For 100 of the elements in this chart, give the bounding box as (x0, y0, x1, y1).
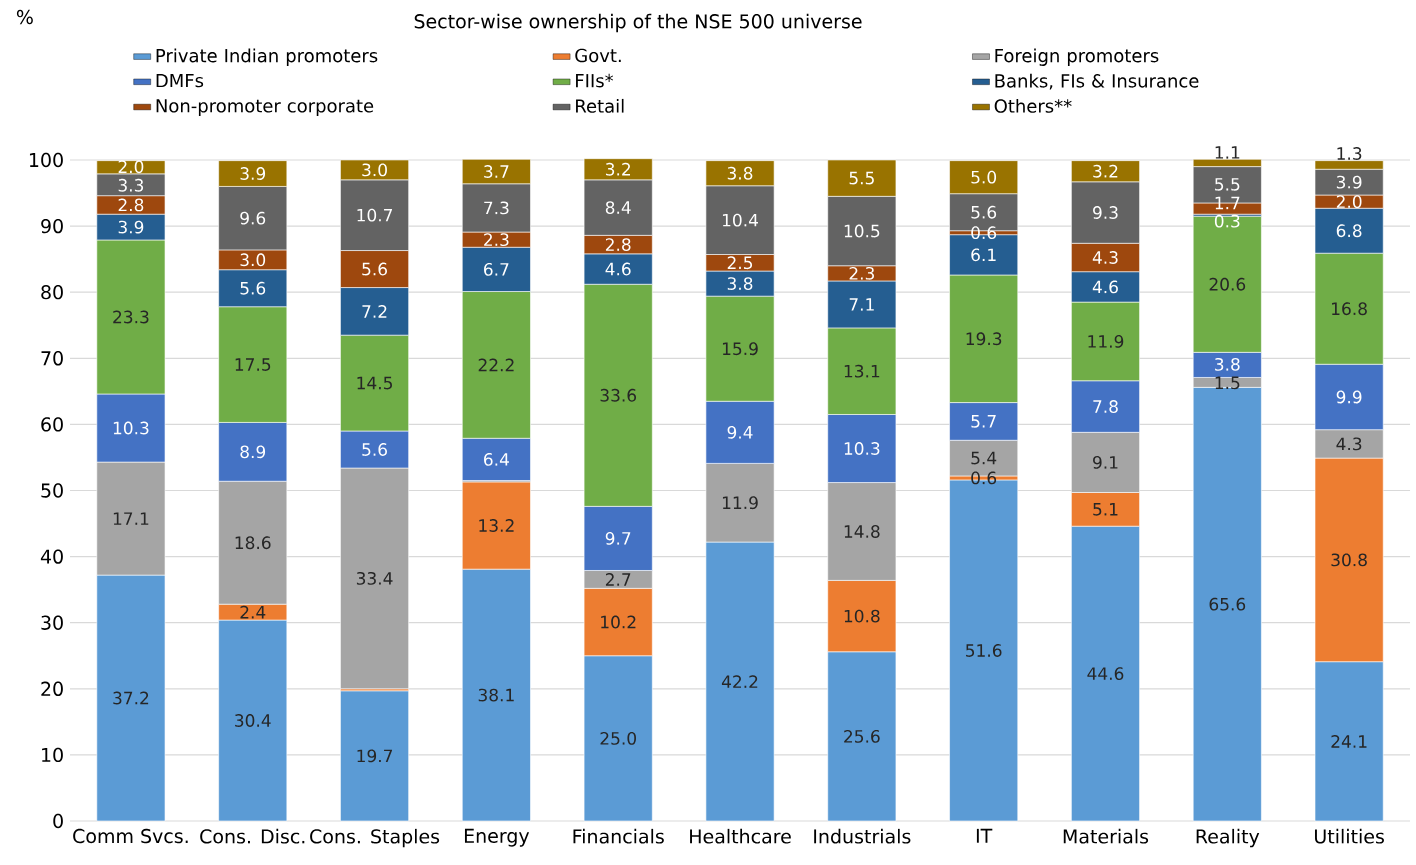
data-label: 1.7 (1215, 196, 1240, 210)
data-label: 3.8 (727, 166, 753, 180)
x-tick-label: Energy (464, 828, 530, 847)
data-label: 19.3 (966, 332, 1002, 346)
data-label: 17.1 (113, 512, 149, 525)
data-label: 9.3 (1093, 206, 1118, 219)
legend-label: DMFs (156, 73, 204, 88)
data-label: 3.8 (1215, 357, 1240, 371)
x-tick-label: Reality (1196, 828, 1260, 848)
legend-label: Govt. (575, 48, 621, 63)
data-label: 10.8 (844, 609, 880, 623)
data-label: 3.7 (484, 165, 509, 178)
data-label: 6.4 (484, 452, 509, 466)
data-label: 3.9 (118, 220, 144, 234)
data-label: 51.6 (966, 644, 1002, 657)
data-label: 30.8 (1331, 553, 1367, 567)
data-label: 7.3 (484, 201, 509, 215)
data-label: 10.3 (113, 421, 149, 435)
data-label: 6.8 (1336, 224, 1362, 238)
data-label: 2.0 (118, 160, 144, 174)
data-label: 42.2 (721, 675, 758, 688)
data-label: 11.9 (1088, 335, 1124, 348)
data-label: 3.0 (240, 253, 266, 267)
data-label: 14.5 (357, 376, 392, 390)
data-label: 5.1 (1093, 503, 1118, 516)
legend-label: Retail (576, 98, 624, 113)
data-label: 37.2 (113, 691, 149, 705)
data-label: 4.6 (605, 262, 631, 276)
text: % (16, 9, 33, 25)
data-label: 5.6 (971, 205, 997, 219)
data-label: 11.9 (722, 496, 758, 510)
y-tick-label: 60 (41, 417, 63, 432)
data-label: 6.7 (484, 262, 509, 276)
data-label: 2.3 (849, 266, 874, 280)
data-label: 1.5 (1215, 376, 1240, 390)
data-label: 10.2 (601, 615, 636, 629)
legend-label: Non-promoter corporate (156, 99, 374, 117)
data-label: 8.4 (605, 201, 631, 214)
data-label: 4.6 (1092, 280, 1118, 294)
data-label: 4.3 (1092, 251, 1118, 264)
x-tick-label: IT (976, 828, 993, 843)
data-label: 16.8 (1332, 302, 1367, 316)
data-label: 10.7 (357, 208, 393, 222)
data-label: 3.9 (240, 167, 266, 180)
legend-label: FIIs* (576, 73, 614, 88)
data-label: 3.2 (605, 162, 631, 176)
data-label: 10.3 (844, 442, 880, 455)
x-tick-label: Materials (1063, 828, 1149, 844)
data-label: 2.0 (1336, 195, 1362, 209)
y-tick-label: 90 (41, 218, 63, 234)
data-label: 0.3 (1214, 214, 1240, 228)
data-label: 9.4 (727, 425, 753, 439)
y-tick-label: 30 (41, 615, 63, 630)
y-tick-label: 40 (40, 549, 63, 564)
data-label: 20.6 (1209, 277, 1246, 291)
data-label: 6.1 (971, 248, 996, 262)
data-label: 9.1 (1093, 455, 1118, 469)
data-label: 2.5 (727, 256, 753, 270)
y-tick-label: 10 (42, 747, 63, 763)
legend-label: Foreign promoters (995, 48, 1159, 66)
data-label: 2.8 (605, 238, 631, 252)
data-label: 18.6 (235, 536, 271, 550)
data-label: 5.0 (971, 170, 997, 184)
data-label: 9.6 (240, 211, 266, 225)
data-label: 33.4 (356, 571, 393, 585)
data-label: 5.6 (240, 281, 266, 295)
x-tick-label: Comm Svcs. (73, 828, 188, 844)
data-label: 2.4 (240, 605, 266, 619)
data-label: 2.7 (605, 573, 631, 586)
data-label: 5.5 (1215, 178, 1240, 191)
data-label: 8.9 (240, 445, 266, 459)
data-label: 24.1 (1331, 735, 1367, 748)
data-label: 0.6 (971, 226, 997, 240)
y-tick-label: 70 (41, 351, 63, 366)
chart-title: Sector-wise ownership of the NSE 500 universe (414, 13, 862, 33)
y-tick-label: 100 (29, 152, 63, 168)
data-label: 13.2 (479, 519, 514, 532)
y-tick-label: 20 (41, 681, 63, 696)
data-label: 7.8 (1093, 400, 1118, 413)
data-label: 3.0 (362, 163, 387, 177)
data-label: 10.5 (844, 224, 880, 238)
data-label: 44.6 (1087, 667, 1124, 681)
data-label: 14.8 (844, 525, 880, 538)
data-label: 38.1 (478, 688, 514, 702)
data-label: 7.2 (362, 305, 387, 318)
legend-label: Banks, FIs & Insurance (995, 73, 1199, 90)
x-tick-label: Cons. Disc. (200, 828, 305, 844)
data-label: 3.2 (1093, 164, 1118, 178)
data-label: 5.6 (362, 262, 388, 276)
x-tick-label: Utilities (1315, 828, 1384, 844)
data-label: 30.4 (235, 714, 271, 727)
data-label: 25.6 (844, 729, 880, 743)
legend-label: Private Indian promoters (156, 48, 378, 66)
data-label: 3.8 (727, 277, 753, 291)
x-tick-label: Healthcare (690, 828, 791, 844)
data-label: 22.2 (478, 358, 514, 372)
x-tick-label: Financials (573, 828, 664, 844)
data-label: 4.3 (1336, 437, 1362, 451)
data-label: 65.6 (1209, 597, 1246, 611)
data-label: 5.4 (971, 451, 997, 465)
